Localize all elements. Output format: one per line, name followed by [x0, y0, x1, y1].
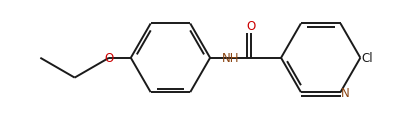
Text: O: O	[247, 20, 256, 33]
Text: NH: NH	[222, 52, 239, 65]
Text: N: N	[341, 86, 350, 99]
Text: Cl: Cl	[362, 52, 373, 65]
Text: O: O	[104, 52, 114, 65]
